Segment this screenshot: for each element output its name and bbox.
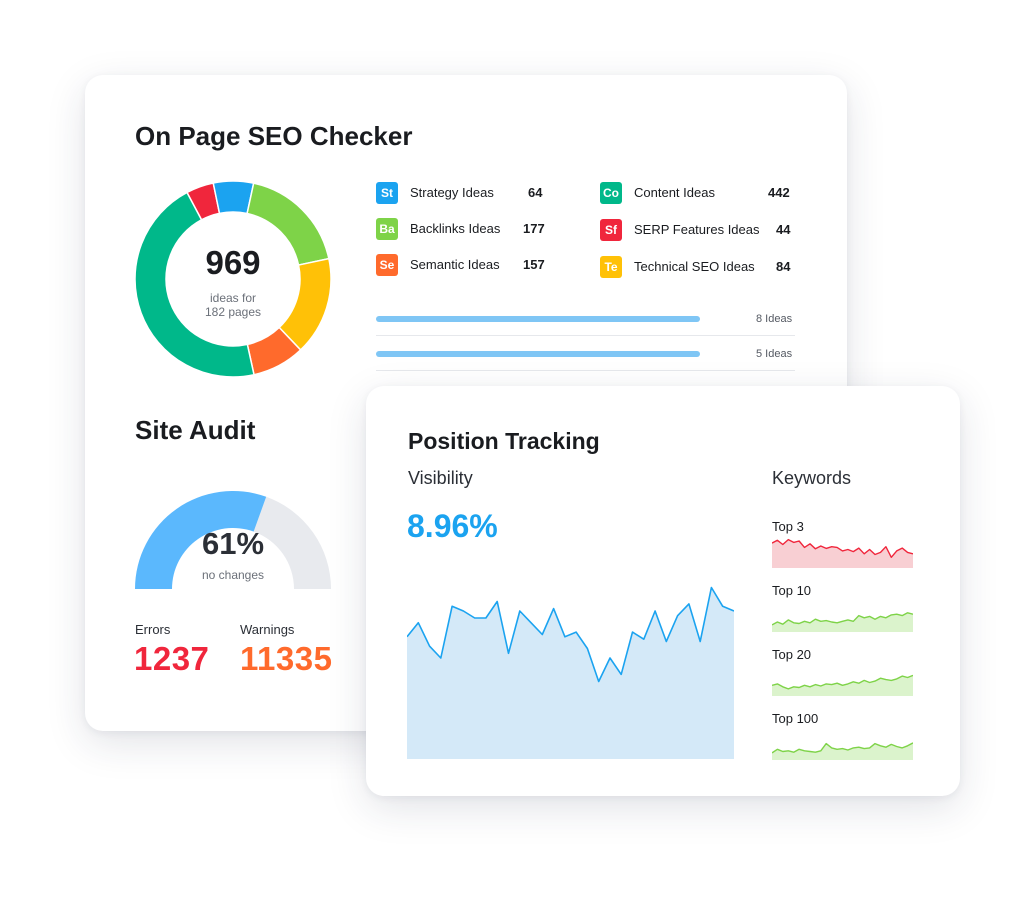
sparkline-line (772, 612, 913, 626)
warnings-count[interactable]: 11335 (240, 640, 333, 677)
keyword-row-label: Top 100 (772, 711, 819, 726)
page-ideas-bar[interactable] (376, 316, 700, 322)
strategy-badge-icon: St (376, 182, 398, 204)
divider (376, 335, 795, 336)
idea-value: 442 (768, 185, 790, 200)
gauge-fill (135, 490, 267, 589)
keyword-sparkline[interactable] (772, 728, 913, 760)
content-badge-icon: Co (600, 182, 622, 204)
gauge-svg (135, 490, 331, 589)
idea-value: 157 (523, 257, 545, 272)
errors-count[interactable]: 1237 (134, 640, 210, 677)
visibility-value: 8.96% (407, 508, 498, 544)
idea-label: Technical SEO Ideas (634, 259, 755, 274)
gauge-caption: no changes (201, 568, 265, 582)
idea-label: Strategy Ideas (410, 185, 494, 200)
warnings-label: Warnings (240, 622, 295, 637)
idea-label: Content Ideas (634, 185, 715, 200)
serp-features-badge-icon: Sf (600, 219, 622, 241)
site-audit-title: Site Audit (135, 415, 256, 445)
sparkline-area (772, 539, 913, 568)
site-audit-gauge: 61% no changes (134, 468, 332, 590)
visibility-label: Visibility (408, 468, 473, 488)
idea-row-technical-seo[interactable]: Te Technical SEO Ideas 84 (600, 255, 790, 279)
keywords-label: Keywords (772, 468, 852, 488)
sparkline-line (772, 538, 913, 558)
errors-label: Errors (135, 622, 171, 637)
idea-value: 44 (776, 222, 791, 237)
donut-slice-content[interactable] (134, 191, 255, 378)
visibility-chart[interactable] (407, 571, 734, 759)
position-tracking-card: Position Tracking Visibility 8.96% Keywo… (366, 386, 960, 796)
sparkline-area (772, 612, 913, 632)
keyword-row-label: Top 20 (772, 647, 812, 662)
keyword-sparkline[interactable] (772, 536, 913, 568)
keyword-sparkline[interactable] (772, 664, 913, 696)
semantic-badge-icon: Se (376, 254, 398, 276)
visibility-line (407, 586, 734, 683)
ideas-donut-chart: 969 ideas for 182 pages (134, 180, 332, 378)
idea-value: 177 (523, 221, 545, 236)
sparkline-area (772, 742, 913, 760)
idea-row-strategy[interactable]: St Strategy Ideas 64 (376, 181, 542, 205)
idea-row-backlinks[interactable]: Ba Backlinks Ideas 177 (376, 217, 545, 241)
backlinks-badge-icon: Ba (376, 218, 398, 240)
keyword-row-label: Top 3 (772, 519, 804, 534)
page-ideas-caption: 5 Ideas (756, 348, 793, 360)
idea-label: Semantic Ideas (410, 257, 500, 272)
page-ideas-bar[interactable] (376, 351, 700, 357)
page-ideas-caption: 8 Ideas (756, 313, 793, 325)
idea-value: 64 (528, 185, 543, 200)
divider (376, 370, 795, 371)
gauge-track (253, 496, 331, 589)
technical-seo-badge-icon: Te (600, 256, 622, 278)
keyword-sparkline[interactable] (772, 600, 913, 632)
donut-caption-line2: 182 pages (204, 305, 262, 319)
idea-row-content[interactable]: Co Content Ideas 442 (600, 181, 790, 205)
donut-svg (134, 180, 332, 378)
idea-label: Backlinks Ideas (410, 221, 501, 236)
idea-label: SERP Features Ideas (634, 222, 760, 237)
idea-value: 84 (776, 259, 791, 274)
gauge-percent: 61% (201, 526, 265, 561)
sparkline-line (772, 742, 913, 754)
position-tracking-title: Position Tracking (408, 428, 600, 454)
keyword-row-label: Top 10 (772, 583, 812, 598)
sparkline-line (772, 674, 913, 690)
donut-caption-line1: ideas for (209, 291, 257, 305)
idea-row-semantic[interactable]: Se Semantic Ideas 157 (376, 253, 545, 277)
seo-checker-title: On Page SEO Checker (135, 121, 413, 151)
visibility-area (407, 587, 734, 759)
idea-row-serp-features[interactable]: Sf SERP Features Ideas 44 (600, 218, 790, 242)
donut-total: 969 (205, 244, 261, 281)
